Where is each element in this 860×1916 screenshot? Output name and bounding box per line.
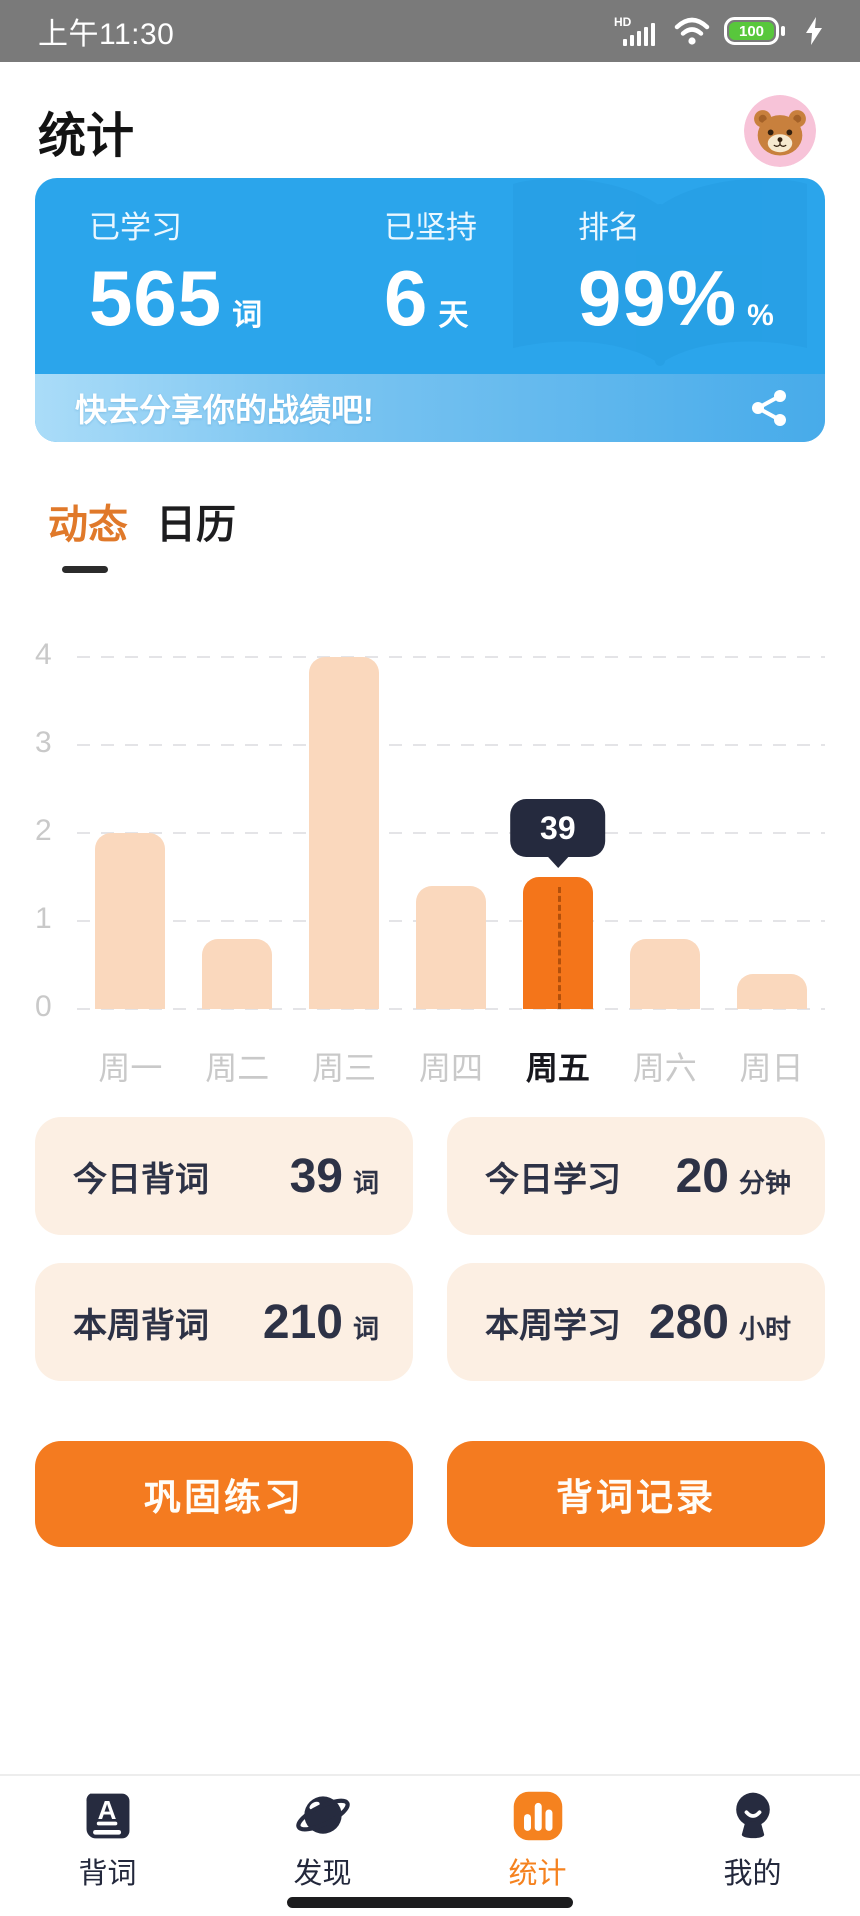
tabs: 动态 日历 <box>35 492 825 573</box>
bar-周一[interactable] <box>95 833 166 1009</box>
x-axis-label-周六[interactable]: 周六 <box>632 1050 697 1086</box>
bar-周日[interactable] <box>736 973 807 1009</box>
chart-x-labels: 周一 周二 周三 周四 周五 周六 周日 <box>77 1009 825 1087</box>
x-axis-label-周四[interactable]: 周四 <box>418 1050 484 1086</box>
summary-stat-learned: 已学习 565 词 <box>89 202 384 374</box>
x-axis-label-周日[interactable]: 周日 <box>739 1050 804 1086</box>
x-axis-label-周三[interactable]: 周三 <box>312 1050 377 1086</box>
bar-周三[interactable] <box>309 657 380 1009</box>
stat-card-week-words: 本周背词 210 词 <box>35 1263 413 1381</box>
word-record-button[interactable]: 背词记录 <box>447 1441 825 1547</box>
weekly-bar-chart: 0 1 2 3 4 39 周一 周二 周三 周四 周五 周六 周日 <box>35 627 825 1087</box>
stat-unit: 词 <box>232 299 263 332</box>
nav-item-profile[interactable]: 我的 <box>645 1776 860 1892</box>
nav-label: 我的 <box>723 1858 782 1890</box>
battery-icon: 100 <box>724 17 785 45</box>
stat-label: 排名 <box>578 210 640 245</box>
svg-text:HD: HD <box>614 15 632 29</box>
share-banner[interactable]: 快去分享你的战绩吧! <box>35 374 825 442</box>
signal-strength-icon: HD <box>614 15 655 46</box>
stat-value: 6 <box>384 254 429 342</box>
svg-text:A: A <box>97 1795 116 1825</box>
stat-card-grid: 今日背词 39 词 今日学习 20 分钟 本周背词 210 词 本周学习 280 <box>35 1117 825 1381</box>
tab-calendar[interactable]: 日历 <box>156 503 236 547</box>
home-indicator[interactable] <box>287 1897 573 1908</box>
y-axis-tick: 2 <box>35 814 52 847</box>
stat-value: 99% <box>578 254 738 342</box>
stat-card-label: 本周背词 <box>73 1306 209 1345</box>
bear-avatar-icon <box>744 95 816 167</box>
stat-card-today-study: 今日学习 20 分钟 <box>447 1117 825 1235</box>
stat-card-today-words: 今日背词 39 词 <box>35 1117 413 1235</box>
bar-chart-icon <box>513 1791 562 1841</box>
stat-card-label: 今日学习 <box>485 1160 621 1199</box>
nav-label: 背词 <box>78 1858 137 1890</box>
stat-label: 已学习 <box>89 210 182 245</box>
stat-card-unit: 小时 <box>738 1313 791 1344</box>
stat-card-label: 今日背词 <box>73 1160 209 1199</box>
charging-bolt-icon <box>806 17 822 45</box>
stat-card-value: 280 <box>648 1295 729 1349</box>
x-axis-label-周二[interactable]: 周二 <box>205 1050 270 1086</box>
summary-card: 已学习 565 词 已坚持 6 天 排名 99% % <box>35 178 825 442</box>
stat-card-unit: 词 <box>352 1167 379 1198</box>
nav-label: 发现 <box>293 1858 352 1890</box>
chart-tooltip: 39 <box>510 798 606 857</box>
summary-stat-streak: 已坚持 6 天 <box>384 202 578 374</box>
gridline-y3 <box>77 744 825 746</box>
gridline-y2 <box>77 832 825 834</box>
action-buttons: 巩固练习 背词记录 <box>35 1441 825 1547</box>
wifi-icon <box>674 17 710 45</box>
nav-label: 统计 <box>508 1858 567 1890</box>
chart-plot: 0 1 2 3 4 39 <box>35 627 825 1023</box>
bar-周六[interactable] <box>629 938 700 1009</box>
book-a-icon: A <box>85 1793 129 1839</box>
x-axis-label-周五[interactable]: 周五 <box>525 1050 590 1086</box>
y-axis-tick: 3 <box>35 726 52 759</box>
bar-周二[interactable] <box>202 938 273 1009</box>
stat-card-unit: 词 <box>352 1313 379 1344</box>
consolidate-practice-button[interactable]: 巩固练习 <box>35 1441 413 1547</box>
y-axis-tick: 0 <box>35 990 52 1023</box>
bottom-nav: A 背词 发现 <box>0 1774 860 1916</box>
stat-card-label: 本周学习 <box>485 1306 621 1345</box>
stat-card-value: 20 <box>675 1149 729 1203</box>
summary-stats-row: 已学习 565 词 已坚持 6 天 排名 99% % <box>35 178 825 374</box>
stat-card-week-study: 本周学习 280 小时 <box>447 1263 825 1381</box>
stat-unit: % <box>747 299 774 332</box>
nav-item-words[interactable]: A 背词 <box>0 1776 215 1892</box>
stat-label: 已坚持 <box>384 210 477 245</box>
gridline-y0 <box>77 1008 825 1010</box>
header: 统计 <box>0 62 860 178</box>
active-bar-dashed-line <box>557 887 561 1009</box>
status-bar: 上午11:30 HD 100 <box>0 0 860 62</box>
gridline-y4 <box>77 656 825 658</box>
book-watermark-icon <box>513 178 807 366</box>
bar-active-周五[interactable] <box>522 877 593 1009</box>
page-title: 统计 <box>38 110 135 163</box>
tab-dynamics[interactable]: 动态 <box>48 503 128 547</box>
person-icon <box>735 1792 770 1839</box>
nav-item-discover[interactable]: 发现 <box>215 1776 430 1892</box>
stat-card-value: 210 <box>262 1295 343 1349</box>
stat-unit: 天 <box>438 299 469 332</box>
summary-stat-rank: 排名 99% % <box>578 202 774 374</box>
stat-value: 565 <box>89 254 223 342</box>
avatar[interactable] <box>744 95 816 167</box>
battery-level-text: 100 <box>739 23 764 40</box>
share-icon[interactable] <box>749 388 789 428</box>
y-axis-tick: 4 <box>35 638 52 671</box>
stat-card-value: 39 <box>289 1149 343 1203</box>
x-axis-label-周一[interactable]: 周一 <box>98 1050 163 1086</box>
y-axis-tick: 1 <box>35 902 52 935</box>
status-icons: HD 100 <box>614 15 824 47</box>
stat-card-unit: 分钟 <box>738 1167 791 1198</box>
bar-周四[interactable] <box>416 885 486 1009</box>
status-time: 上午11:30 <box>38 18 175 51</box>
share-text: 快去分享你的战绩吧! <box>75 392 374 428</box>
active-tab-underline <box>62 566 108 573</box>
planet-icon <box>295 1796 350 1834</box>
nav-item-statistics[interactable]: 统计 <box>430 1776 645 1892</box>
